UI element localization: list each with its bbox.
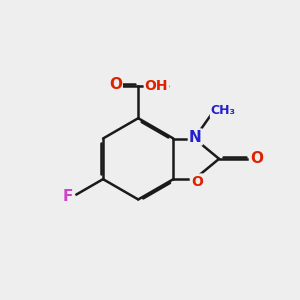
Text: F: F (62, 189, 73, 204)
Text: O: O (191, 175, 203, 188)
Text: O: O (250, 151, 263, 166)
Text: CH₃: CH₃ (211, 104, 236, 117)
Text: N: N (189, 130, 202, 145)
Text: OH: OH (145, 79, 168, 93)
Text: O: O (109, 77, 122, 92)
